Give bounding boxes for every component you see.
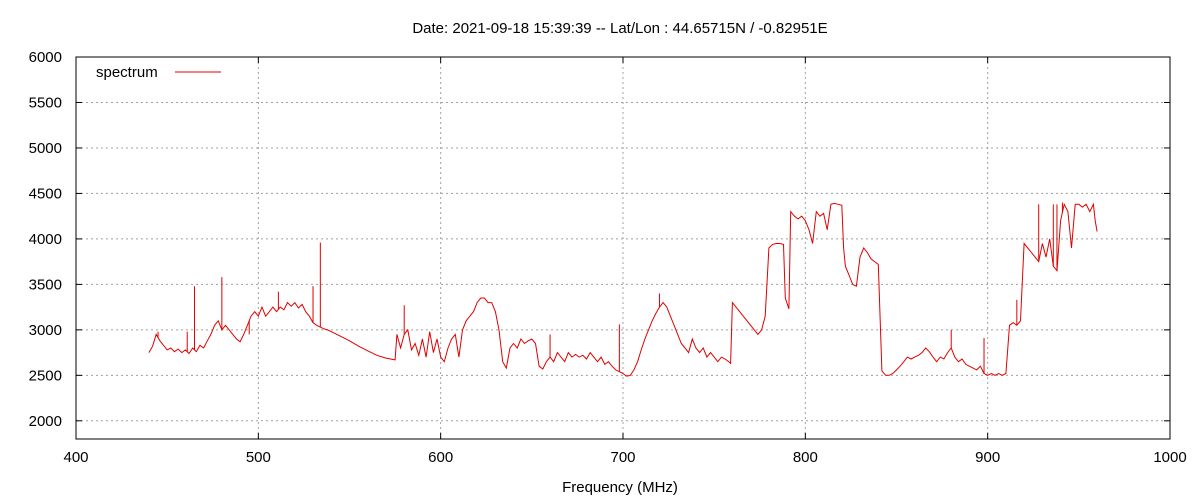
y-tick-label: 6000 xyxy=(29,49,62,66)
chart-title: Date: 2021-09-18 15:39:39 -- Lat/Lon : 4… xyxy=(412,20,827,37)
y-tick-label: 5000 xyxy=(29,140,62,157)
y-tick-label: 2000 xyxy=(29,413,62,430)
y-tick-label: 3000 xyxy=(29,322,62,339)
x-tick-label: 900 xyxy=(975,449,1000,466)
series-layer xyxy=(148,202,1098,377)
x-tick-label: 400 xyxy=(63,449,88,466)
grid xyxy=(76,57,1170,439)
legend-label-spectrum: spectrum xyxy=(96,64,158,81)
x-tick-label: 1000 xyxy=(1153,449,1186,466)
x-axis-label: Frequency (MHz) xyxy=(562,479,678,496)
legend: spectrum xyxy=(96,64,221,81)
y-tick-label: 5500 xyxy=(29,94,62,111)
y-tick-label: 4500 xyxy=(29,185,62,202)
y-tick-label: 2500 xyxy=(29,367,62,384)
x-tick-label: 800 xyxy=(793,449,818,466)
x-tick-label: 500 xyxy=(246,449,271,466)
axis-ticks: 400 500 600 700 800 900 1000 2000 2500 3000 3500 40… xyxy=(29,49,1187,466)
x-tick-label: 700 xyxy=(610,449,635,466)
y-tick-label: 3500 xyxy=(29,276,62,293)
x-tick-label: 600 xyxy=(428,449,453,466)
series-line-spectrum xyxy=(148,202,1098,377)
y-tick-label: 4000 xyxy=(29,231,62,248)
